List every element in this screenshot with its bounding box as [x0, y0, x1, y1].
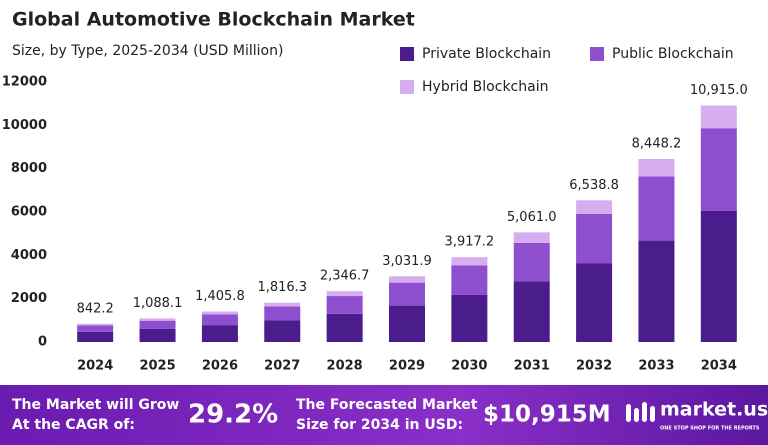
bar-segment — [451, 265, 488, 295]
legend-swatch — [400, 80, 414, 94]
total-label: 8,448.2 — [632, 136, 682, 151]
bar-segment — [513, 281, 550, 342]
banner-bg — [0, 385, 768, 445]
total-label: 1,405.8 — [195, 289, 245, 304]
bar-segment — [700, 105, 737, 129]
bar-segment — [201, 311, 238, 315]
total-label: 10,915.0 — [690, 83, 748, 98]
bar-segment — [576, 263, 613, 342]
x-tick-label: 2025 — [139, 359, 175, 374]
legend-label: Hybrid Blockchain — [422, 79, 548, 95]
legend-label: Private Blockchain — [422, 46, 551, 62]
total-label: 1,088.1 — [133, 296, 183, 311]
bar-segment — [638, 176, 675, 241]
total-label: 3,031.9 — [382, 254, 432, 269]
total-label: 1,816.3 — [257, 280, 307, 295]
total-label: 3,917.2 — [445, 235, 495, 250]
brand-logo — [626, 402, 655, 422]
bar-segment — [700, 210, 737, 342]
y-tick-label: 0 — [38, 335, 47, 350]
total-label: 6,538.8 — [569, 178, 619, 193]
bar-segment — [451, 294, 488, 342]
bar-segment — [513, 242, 550, 282]
x-tick-label: 2026 — [202, 359, 238, 374]
forecast-label: Size for 2034 in USD: — [296, 417, 463, 433]
bar-segment — [264, 302, 301, 307]
bar-segment — [326, 291, 363, 297]
cagr-value: 29.2% — [188, 400, 278, 430]
x-tick-label: 2030 — [451, 359, 487, 374]
y-tick-label: 10000 — [2, 118, 47, 133]
brand-tagline: ONE STOP SHOP FOR THE REPORTS — [660, 426, 760, 432]
bar-segment — [264, 320, 301, 342]
y-tick-label: 8000 — [11, 161, 47, 176]
total-label: 2,346.7 — [320, 269, 370, 284]
chart-title: Global Automotive Blockchain Market — [12, 9, 415, 31]
bar-segment — [389, 282, 425, 306]
total-label: 842.2 — [77, 301, 114, 316]
x-tick-label: 2032 — [576, 359, 612, 374]
bar-segment — [201, 325, 238, 342]
bar-segment — [139, 320, 176, 329]
bar-segment — [576, 200, 613, 214]
x-tick-label: 2029 — [389, 359, 425, 374]
bar-segment — [700, 128, 737, 211]
legend-label: Public Blockchain — [612, 46, 734, 62]
bar-segment — [139, 328, 176, 342]
x-tick-label: 2033 — [638, 359, 674, 374]
bar-segment — [638, 158, 675, 177]
cagr-label: The Market will Grow — [12, 397, 179, 413]
bar-segment — [201, 314, 238, 326]
x-tick-label: 2031 — [514, 359, 550, 374]
y-tick-label: 2000 — [11, 291, 47, 306]
y-tick-label: 4000 — [11, 248, 47, 263]
x-tick-label: 2027 — [264, 359, 300, 374]
x-tick-label: 2028 — [327, 359, 363, 374]
x-tick-label: 2024 — [77, 359, 113, 374]
bar-segment — [513, 232, 550, 243]
brand-name: market.us — [660, 399, 768, 421]
bar-segment — [638, 240, 675, 342]
legend-swatch — [590, 47, 604, 61]
y-tick-label: 12000 — [2, 75, 47, 90]
chart-subtitle: Size, by Type, 2025-2034 (USD Million) — [12, 43, 283, 59]
bar-segment — [326, 296, 363, 314]
bar-segment — [77, 325, 114, 332]
bar-segment — [389, 305, 425, 342]
bar-segment — [326, 313, 363, 342]
bar-segment — [77, 331, 114, 342]
bar-segment — [139, 318, 176, 321]
forecast-label: The Forecasted Market — [296, 397, 478, 413]
footer-banner: The Market will Grow At the CAGR of: 29.… — [0, 385, 768, 445]
bar-segment — [389, 276, 425, 283]
cagr-label: At the CAGR of: — [12, 417, 135, 433]
bar-segment — [451, 257, 488, 266]
bar-segment — [77, 323, 114, 326]
forecast-value: $10,915M — [483, 402, 611, 428]
total-label: 5,061.0 — [507, 210, 557, 225]
bar-segment — [264, 306, 301, 321]
x-tick-label: 2034 — [701, 359, 737, 374]
bar-segment — [576, 213, 613, 264]
y-tick-label: 6000 — [11, 205, 47, 220]
legend-swatch — [400, 47, 414, 61]
